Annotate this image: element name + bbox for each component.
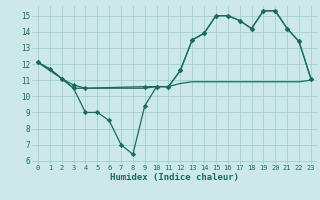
X-axis label: Humidex (Indice chaleur): Humidex (Indice chaleur): [110, 173, 239, 182]
